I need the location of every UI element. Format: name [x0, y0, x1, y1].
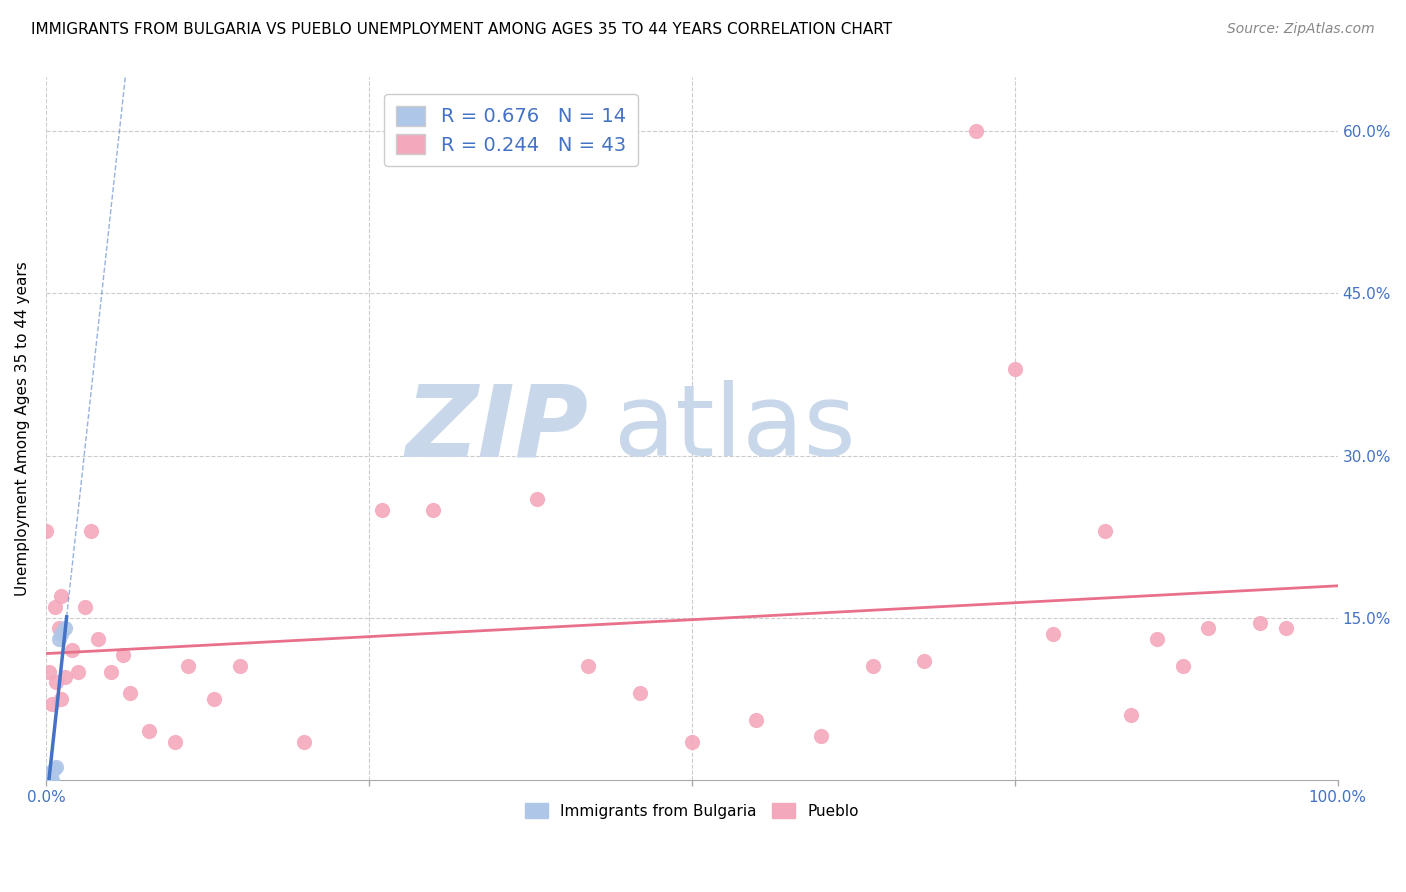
Point [44, 599, 66, 614]
Point [862, 659, 884, 673]
Point [38, 772, 60, 787]
Point [1275, 621, 1298, 635]
Point [628, 686, 651, 700]
Point [35, 772, 58, 787]
Text: IMMIGRANTS FROM BULGARIA VS PUEBLO UNEMPLOYMENT AMONG AGES 35 TO 44 YEARS CORREL: IMMIGRANTS FROM BULGARIA VS PUEBLO UNEMP… [31, 22, 891, 37]
Text: ZIP: ZIP [405, 380, 589, 477]
Point [1042, 627, 1064, 641]
Point [138, 724, 160, 739]
Point [48, 621, 70, 635]
Point [80, 524, 103, 538]
Point [37, 767, 59, 781]
Text: Source: ZipAtlas.com: Source: ZipAtlas.com [1227, 22, 1375, 37]
Point [38, 771, 60, 785]
Point [37, 772, 59, 787]
Point [1004, 362, 1026, 376]
Point [578, 659, 600, 673]
Text: atlas: atlas [614, 380, 856, 477]
Legend: Immigrants from Bulgaria, Pueblo: Immigrants from Bulgaria, Pueblo [519, 797, 865, 824]
Point [422, 502, 444, 516]
Point [745, 713, 768, 727]
Point [39, 772, 62, 787]
Point [45, 675, 67, 690]
Point [526, 491, 548, 506]
Point [38, 665, 60, 679]
Point [965, 124, 987, 138]
Point [1146, 632, 1168, 647]
Point [112, 648, 135, 663]
Point [35, 524, 58, 538]
Point [73, 599, 96, 614]
Point [45, 759, 67, 773]
Point [51, 691, 73, 706]
Point [38, 769, 60, 783]
Point [48, 632, 70, 647]
Point [202, 691, 225, 706]
Point [1249, 615, 1271, 630]
Point [41, 697, 63, 711]
Point [1094, 524, 1116, 538]
Point [1119, 707, 1142, 722]
Point [51, 627, 73, 641]
Point [810, 730, 832, 744]
Point [912, 654, 935, 668]
Point [118, 686, 141, 700]
Point [86, 632, 108, 647]
Point [1198, 621, 1220, 635]
Point [38, 772, 60, 787]
Point [1171, 659, 1194, 673]
Point [165, 735, 187, 749]
Point [177, 659, 200, 673]
Point [41, 772, 63, 787]
Point [42, 762, 65, 776]
Point [53, 670, 76, 684]
Point [228, 659, 250, 673]
Y-axis label: Unemployment Among Ages 35 to 44 years: Unemployment Among Ages 35 to 44 years [15, 261, 30, 596]
Point [681, 735, 703, 749]
Point [100, 665, 122, 679]
Point [60, 643, 83, 657]
Point [53, 621, 76, 635]
Point [292, 735, 315, 749]
Point [371, 502, 394, 516]
Point [67, 665, 90, 679]
Point [51, 589, 73, 603]
